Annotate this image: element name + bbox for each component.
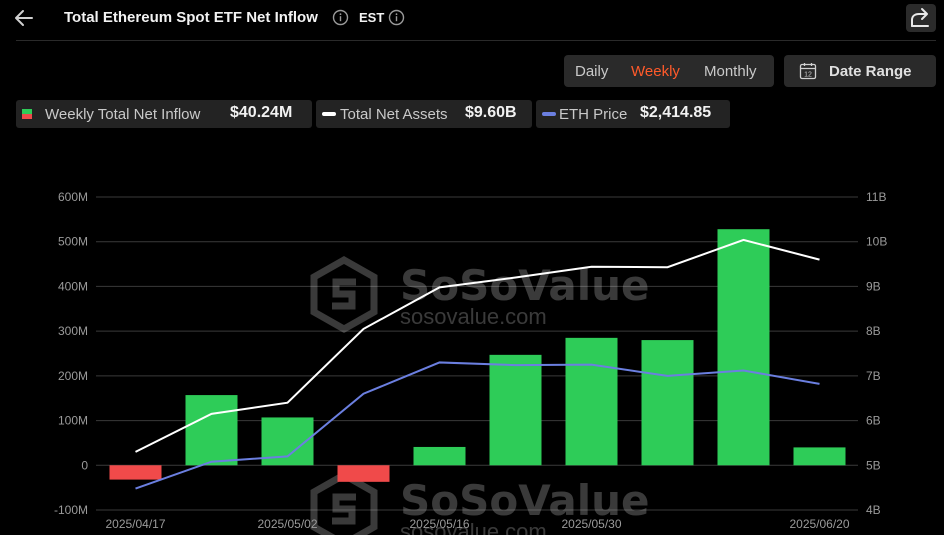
tab-daily[interactable]: Daily	[575, 63, 609, 80]
left-tick-label: 100M	[58, 414, 88, 428]
timezone-info-icon[interactable]	[388, 9, 405, 26]
price-label: ETH Price	[559, 106, 628, 123]
inflow-legend-swatch	[22, 109, 32, 119]
top-bar: Total Ethereum Spot ETF Net Inflow EST	[0, 0, 944, 40]
timezone-label: EST	[359, 10, 385, 25]
total-net-assets-line	[135, 238, 820, 453]
share-icon	[911, 8, 929, 27]
summary-chip-price: ETH Price $2,414.85	[536, 100, 730, 128]
right-tick-label: 8B	[866, 324, 881, 338]
series-lines	[135, 238, 820, 490]
inflow-bar	[489, 354, 542, 466]
inflow-chart: SoSoValue sosovalue.com SoSoValue sosova…	[54, 190, 887, 535]
eth-price-line	[135, 361, 820, 490]
inflow-bar	[793, 447, 846, 466]
tab-monthly[interactable]: Monthly	[704, 63, 757, 80]
share-button[interactable]	[906, 4, 936, 32]
left-tick-label: -100M	[54, 503, 88, 517]
tab-weekly[interactable]: Weekly	[631, 63, 680, 80]
right-tick-label: 7B	[866, 369, 881, 383]
right-axis: 11B 10B 9B 8B 7B 6B 5B 4B	[866, 190, 887, 517]
watermark-logo-icon	[310, 255, 378, 334]
right-tick-label: 4B	[866, 503, 881, 517]
x-axis: 2025/04/17 2025/05/02 2025/05/16 2025/05/30…	[105, 517, 849, 531]
calendar-icon: 12	[799, 63, 817, 80]
x-tick-label: 2025/05/30	[561, 517, 621, 531]
back-arrow-icon[interactable]	[12, 6, 38, 30]
right-tick-label: 11B	[866, 190, 886, 204]
summary-chip-assets: Total Net Assets $9.60B	[316, 100, 532, 128]
assets-legend-swatch	[322, 112, 336, 116]
watermark-brand-2: SoSoValue	[400, 476, 650, 525]
watermark-brand: SoSoValue	[400, 261, 650, 310]
inflow-bars	[109, 229, 846, 482]
price-legend-swatch	[542, 112, 556, 116]
page-title: Total Ethereum Spot ETF Net Inflow	[64, 9, 318, 26]
inflow-bar	[641, 340, 694, 466]
x-tick-label: 2025/05/16	[409, 517, 469, 531]
left-axis: 600M 500M 400M 300M 200M 100M 0 -100M	[54, 190, 88, 517]
watermark-url: sosovalue.com	[400, 304, 547, 329]
left-tick-label: 500M	[58, 235, 88, 249]
left-tick-label: 600M	[58, 190, 88, 204]
assets-value: $9.60B	[465, 104, 517, 121]
header-divider	[16, 40, 936, 41]
period-selector: Daily Weekly Monthly	[564, 55, 774, 87]
summary-chip-inflow: Weekly Total Net Inflow $40.24M	[16, 100, 312, 128]
left-tick-label: 400M	[58, 279, 88, 293]
right-tick-label: 6B	[866, 414, 881, 428]
inflow-bar	[185, 395, 238, 466]
date-range-label: Date Range	[829, 63, 912, 80]
svg-text:12: 12	[804, 72, 812, 79]
info-icon[interactable]	[332, 9, 349, 26]
price-value: $2,414.85	[640, 104, 712, 121]
watermark-url-2: sosovalue.com	[400, 519, 547, 535]
x-tick-label: 2025/06/20	[789, 517, 849, 531]
date-range-button[interactable]: 12 Date Range	[784, 55, 936, 87]
watermark-logo-icon-2	[310, 470, 378, 535]
right-tick-label: 9B	[866, 279, 881, 293]
x-tick-label: 2025/05/02	[257, 517, 317, 531]
inflow-bar	[717, 229, 770, 466]
inflow-bar	[565, 337, 618, 466]
watermark: SoSoValue sosovalue.com SoSoValue sosova…	[310, 255, 650, 535]
inflow-label: Weekly Total Net Inflow	[45, 106, 201, 123]
inflow-bar	[109, 465, 162, 480]
inflow-bar	[413, 446, 466, 466]
inflow-bar	[337, 465, 390, 482]
x-tick-label: 2025/04/17	[105, 517, 165, 531]
left-tick-label: 200M	[58, 369, 88, 383]
inflow-value: $40.24M	[230, 104, 293, 121]
right-tick-label: 10B	[866, 235, 887, 249]
left-tick-label: 0	[81, 458, 88, 472]
left-tick-label: 300M	[58, 324, 88, 338]
assets-label: Total Net Assets	[340, 106, 448, 123]
right-tick-label: 5B	[866, 458, 881, 472]
